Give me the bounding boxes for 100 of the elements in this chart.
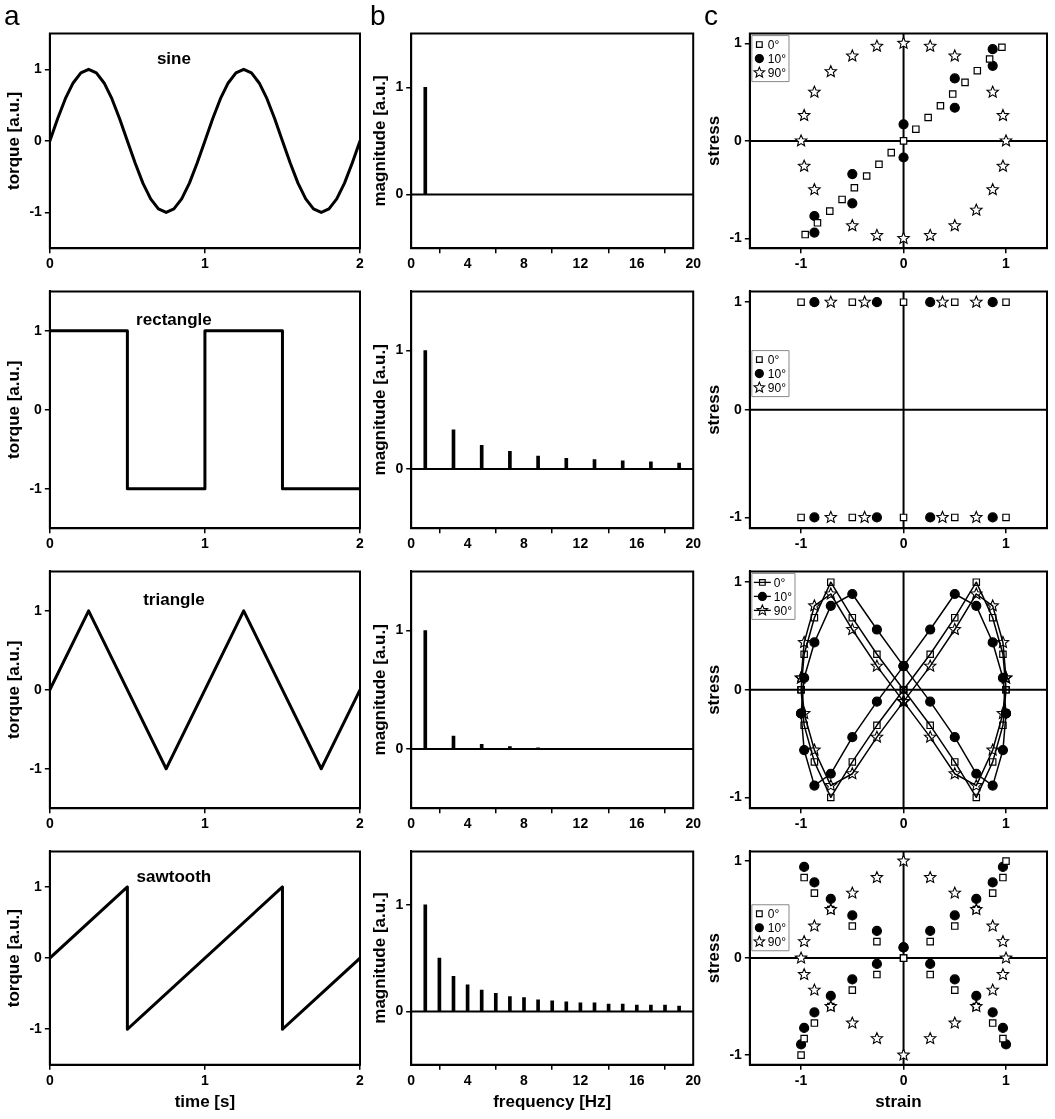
x-tick-label: 0	[407, 535, 416, 552]
y-axis-title: magnitude [a.u.]	[369, 892, 389, 1024]
x-tick-label: 1	[201, 535, 210, 552]
y-tick-label: 0	[34, 948, 43, 965]
y-tick-label: -1	[29, 479, 43, 496]
y-tick-label: 1	[395, 621, 404, 638]
x-tick-label: 20	[685, 535, 702, 552]
x-tick-label: 0	[407, 815, 416, 832]
y-tick-label: 1	[34, 601, 43, 618]
y-tick-label: 1	[34, 321, 43, 338]
y-tick-label: 0	[395, 739, 404, 756]
y-tick-label: 1	[34, 60, 43, 77]
x-tick-label: 8	[520, 815, 529, 832]
x-tick-label: 2	[356, 1072, 365, 1089]
x-tick-label: 4	[463, 1072, 472, 1089]
y-tick-label: 0	[34, 400, 43, 417]
y-tick-label: 1	[395, 78, 404, 95]
legend-label: 10°	[767, 51, 787, 66]
x-tick-label: 0	[899, 815, 908, 832]
y-axis-title: torque [a.u.]	[3, 908, 23, 1008]
x-tick-label: 16	[629, 255, 645, 272]
y-axis-title: magnitude [a.u.]	[369, 624, 389, 756]
y-tick-label: 0	[395, 185, 404, 202]
x-tick-label: 16	[629, 815, 645, 832]
y-tick-label: 0	[395, 1002, 404, 1019]
x-tick-label: -1	[794, 255, 808, 272]
x-tick-label: -1	[794, 815, 808, 832]
annotation: sawtooth	[136, 866, 212, 886]
y-tick-label: 1	[734, 293, 743, 310]
annotation: triangle	[143, 589, 205, 609]
y-axis-title: torque [a.u.]	[3, 360, 23, 459]
x-tick-label: 20	[685, 815, 702, 832]
y-tick-label: -1	[29, 759, 43, 776]
x-tick-label: 0	[899, 535, 908, 552]
x-tick-label: 1	[201, 255, 210, 272]
legend-label: 0°	[767, 907, 780, 922]
y-tick-label: -1	[29, 203, 43, 220]
y-tick-label: -1	[729, 229, 743, 246]
y-tick-label: 0	[734, 948, 743, 965]
legend-label: 0°	[767, 352, 780, 367]
y-tick-label: 0	[734, 680, 743, 697]
y-tick-label: 0	[34, 131, 43, 148]
x-tick-label: 1	[1002, 815, 1011, 832]
x-tick-label: 2	[356, 255, 365, 272]
x-tick-label: 4	[463, 815, 472, 832]
annotation: rectangle	[136, 309, 212, 329]
chart-title: a	[4, 0, 20, 31]
x-tick-label: 16	[629, 1072, 645, 1089]
y-tick-label: 0	[34, 680, 43, 697]
legend-label: 90°	[767, 65, 787, 80]
y-tick-label: 1	[734, 34, 743, 51]
y-tick-label: -1	[29, 1020, 43, 1037]
y-tick-label: 1	[734, 851, 743, 868]
y-tick-label: 0	[734, 131, 743, 148]
x-tick-label: 0	[899, 1072, 908, 1089]
y-tick-label: -1	[729, 508, 743, 525]
x-tick-label: 1	[201, 1072, 210, 1089]
x-tick-label: 0	[407, 1072, 416, 1089]
y-tick-label: 1	[395, 895, 404, 912]
x-axis-title: strain	[875, 1092, 922, 1112]
x-tick-label: 20	[685, 255, 702, 272]
annotation: sine	[156, 49, 191, 69]
y-axis-title: magnitude [a.u.]	[369, 75, 389, 207]
x-tick-label: 20	[685, 1072, 702, 1089]
legend-label: 90°	[773, 603, 793, 618]
x-tick-label: 2	[356, 535, 365, 552]
x-tick-label: 0	[899, 255, 908, 272]
chart-title: c	[704, 0, 718, 31]
legend-label: 0°	[767, 37, 780, 52]
y-tick-label: 0	[734, 400, 743, 417]
x-tick-label: 1	[1002, 535, 1011, 552]
y-tick-label: 0	[395, 459, 404, 476]
x-tick-label: 0	[45, 1072, 54, 1089]
legend-label: 90°	[767, 380, 787, 395]
y-axis-title: stress	[703, 664, 723, 715]
x-tick-label: 8	[520, 1072, 529, 1089]
x-tick-label: 12	[572, 1072, 589, 1089]
legend-label: 10°	[767, 921, 787, 936]
x-tick-label: -1	[794, 535, 808, 552]
x-tick-label: 1	[1002, 255, 1011, 272]
legend-label: 10°	[767, 366, 787, 381]
x-tick-label: 1	[1002, 1072, 1011, 1089]
x-tick-label: 0	[45, 255, 54, 272]
x-tick-label: 12	[572, 815, 589, 832]
x-axis-title: frequency [Hz]	[493, 1092, 612, 1112]
x-tick-label: -1	[794, 1072, 808, 1089]
y-tick-label: 1	[734, 573, 743, 590]
x-tick-label: 8	[520, 255, 529, 272]
legend-label: 90°	[767, 935, 787, 950]
y-axis-title: magnitude [a.u.]	[369, 344, 389, 476]
x-tick-label: 0	[45, 535, 54, 552]
legend-label: 0°	[773, 575, 786, 590]
chart-title: b	[370, 0, 386, 31]
x-tick-label: 8	[520, 535, 529, 552]
y-axis-title: stress	[703, 933, 723, 984]
y-tick-label: -1	[729, 1045, 743, 1062]
x-tick-label: 16	[629, 535, 645, 552]
y-axis-title: stress	[703, 115, 723, 166]
x-tick-label: 4	[463, 535, 472, 552]
y-tick-label: 1	[395, 341, 404, 358]
